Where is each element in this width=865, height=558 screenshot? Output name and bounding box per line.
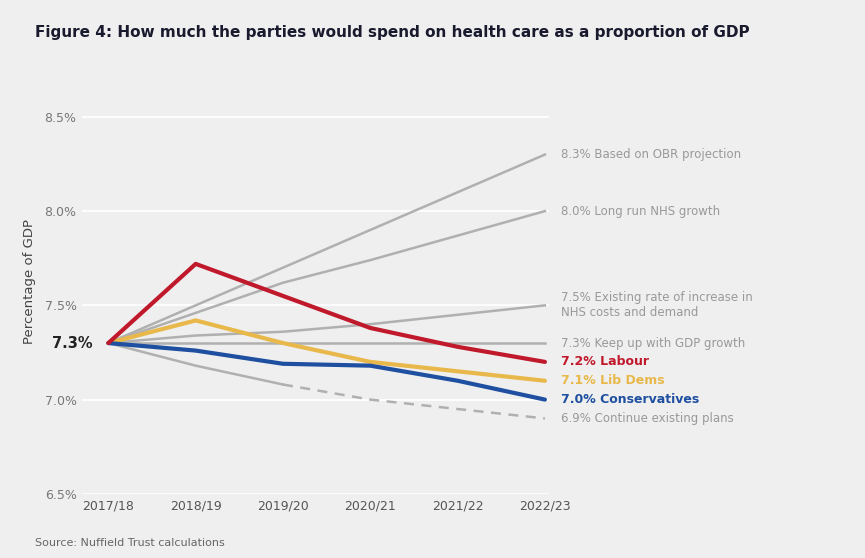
Text: 7.3%: 7.3%	[52, 335, 93, 350]
Text: 8.0% Long run NHS growth: 8.0% Long run NHS growth	[561, 205, 720, 218]
Text: 6.9% Continue existing plans: 6.9% Continue existing plans	[561, 412, 734, 425]
Y-axis label: Percentage of GDP: Percentage of GDP	[23, 219, 36, 344]
Text: 7.5% Existing rate of increase in
NHS costs and demand: 7.5% Existing rate of increase in NHS co…	[561, 291, 753, 319]
Text: 7.2% Labour: 7.2% Labour	[561, 355, 649, 368]
Text: 7.0% Conservatives: 7.0% Conservatives	[561, 393, 699, 406]
Text: Source: Nuffield Trust calculations: Source: Nuffield Trust calculations	[35, 538, 224, 548]
Text: Figure 4: How much the parties would spend on health care as a proportion of GDP: Figure 4: How much the parties would spe…	[35, 25, 749, 40]
Text: 8.3% Based on OBR projection: 8.3% Based on OBR projection	[561, 148, 740, 161]
Text: 7.1% Lib Dems: 7.1% Lib Dems	[561, 374, 664, 387]
Text: 7.3% Keep up with GDP growth: 7.3% Keep up with GDP growth	[561, 336, 745, 349]
